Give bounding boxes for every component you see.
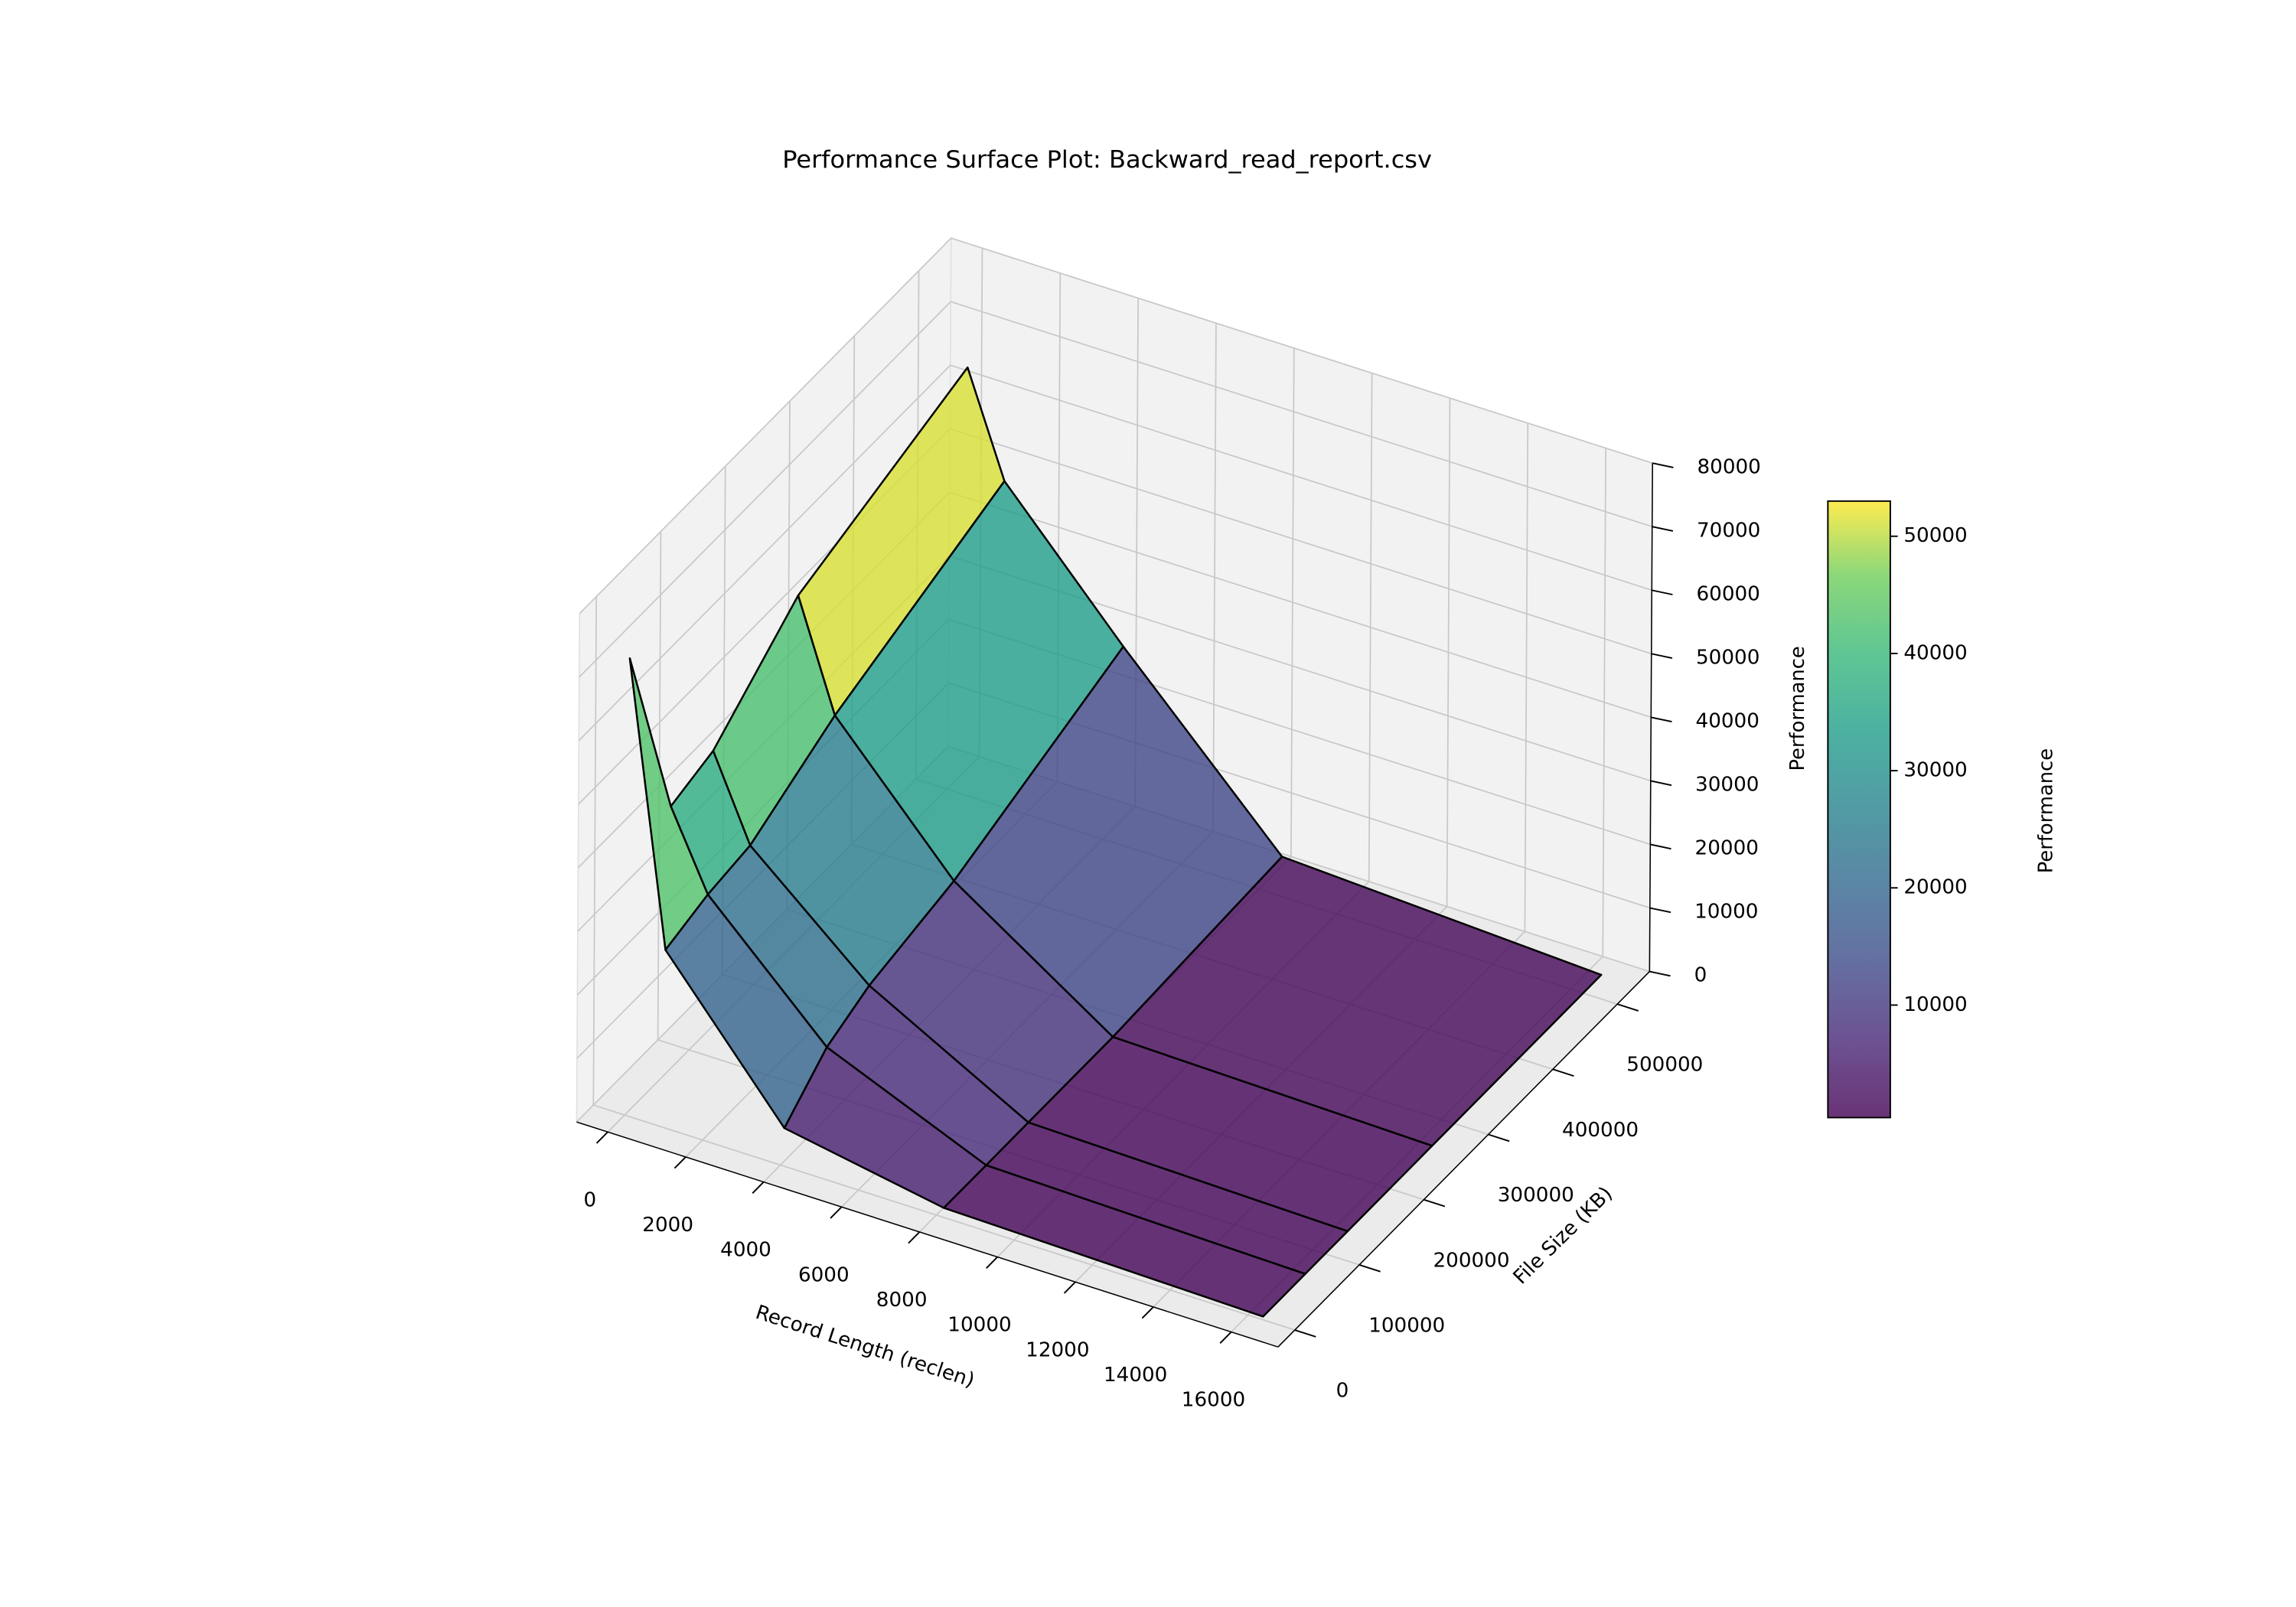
colorbar-frame <box>1827 500 1891 1119</box>
colorbar-tick-label: 10000 <box>1903 993 1967 1016</box>
x-tick-label: 8000 <box>876 1289 928 1312</box>
surface-face <box>942 1164 1306 1318</box>
colorbar-gradient <box>1828 500 1890 1118</box>
x-tick-label: 4000 <box>720 1239 771 1262</box>
surface <box>628 366 1603 1318</box>
z-tick-label: 10000 <box>1694 901 1758 924</box>
x-tick-label: 6000 <box>798 1264 850 1287</box>
y-tick <box>1294 1329 1316 1338</box>
colorbar-tick-label: 40000 <box>1903 642 1967 665</box>
grid-line <box>578 364 951 742</box>
z-tick <box>1651 653 1673 659</box>
grid-line <box>950 364 1652 592</box>
grid-line <box>579 301 951 678</box>
x-tick-label: 16000 <box>1182 1389 1245 1412</box>
grid-line <box>951 237 1653 464</box>
z-tick-label: 50000 <box>1696 647 1760 670</box>
z-tick <box>1652 589 1673 595</box>
z-tick-label: 20000 <box>1695 837 1759 860</box>
grid-line <box>949 491 1652 719</box>
grid-line <box>579 237 952 614</box>
x-tick <box>908 1231 921 1244</box>
y-tick-label: 100000 <box>1368 1315 1445 1338</box>
y-axis-line <box>1277 971 1650 1348</box>
y-tick <box>1424 1198 1446 1208</box>
x-axis-line <box>576 1121 1279 1348</box>
colorbar-tick-label: 30000 <box>1903 759 1967 782</box>
grid-line <box>949 428 1652 655</box>
x-tick-label: 12000 <box>1026 1339 1089 1362</box>
x-tick <box>595 1131 608 1144</box>
colorbar-label: Performance <box>2034 748 2057 873</box>
y-tick <box>1552 1068 1574 1077</box>
grid-line <box>950 301 1653 528</box>
chart-title: Performance Surface Plot: Backward_read_… <box>782 146 1432 174</box>
z-tick-label: 70000 <box>1697 520 1760 543</box>
y-tick-label: 400000 <box>1562 1119 1639 1142</box>
z-tick-label: 0 <box>1694 964 1707 987</box>
x-tick-label: 14000 <box>1104 1364 1167 1387</box>
z-axis-line <box>1649 463 1653 972</box>
x-tick-label: 2000 <box>642 1214 693 1237</box>
y-tick <box>1358 1263 1381 1273</box>
y-tick <box>1616 1003 1639 1012</box>
y-tick-label: 300000 <box>1498 1184 1574 1207</box>
z-tick <box>1651 716 1672 723</box>
x-tick <box>1063 1281 1076 1294</box>
colorbar-tick-label: 50000 <box>1903 524 1967 547</box>
grid-line <box>593 1104 1296 1331</box>
z-tick <box>1649 970 1671 977</box>
z-tick <box>1649 907 1671 914</box>
x-tick <box>752 1181 765 1194</box>
x-tick <box>1219 1331 1232 1344</box>
y-tick-label: 500000 <box>1626 1054 1703 1077</box>
z-axis-label: Performance <box>1786 646 1809 771</box>
z-tick <box>1650 843 1671 850</box>
y-tick-label: 200000 <box>1433 1249 1509 1272</box>
x-tick <box>986 1256 998 1269</box>
x-tick-label: 10000 <box>947 1314 1011 1337</box>
z-tick-label: 40000 <box>1696 710 1760 733</box>
z-tick-label: 60000 <box>1697 583 1760 606</box>
colorbar-tick-label: 20000 <box>1903 876 1967 899</box>
z-tick-label: 80000 <box>1697 456 1760 479</box>
y-tick <box>1488 1133 1510 1143</box>
z-tick <box>1652 526 1674 532</box>
z-tick <box>1650 780 1672 787</box>
z-tick-label: 30000 <box>1695 774 1759 797</box>
colorbar: 10000 20000 30000 40000 50000 Performance <box>1827 500 2057 1119</box>
z-tick <box>1652 462 1674 468</box>
x-tick <box>1141 1306 1154 1319</box>
x-tick <box>830 1206 843 1219</box>
x-tick-label: 0 <box>583 1189 596 1212</box>
x-tick <box>673 1156 687 1169</box>
x-axis-label: Record Length (reclen) <box>753 1301 977 1392</box>
y-tick-label: 0 <box>1336 1380 1349 1403</box>
